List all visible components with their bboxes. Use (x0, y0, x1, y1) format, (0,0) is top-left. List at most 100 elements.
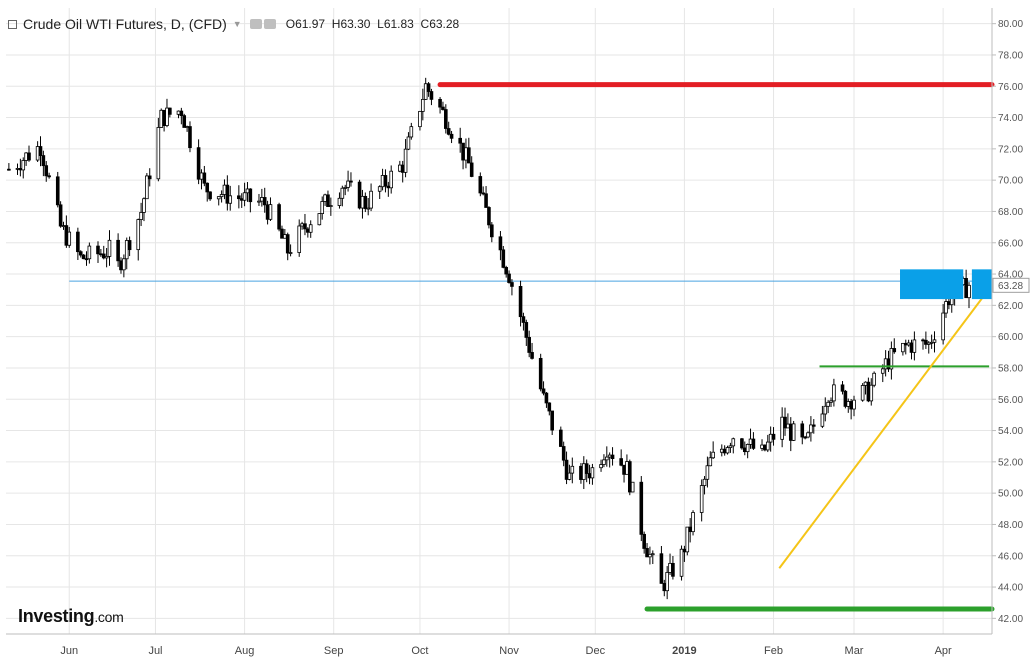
candle-body (446, 128, 451, 135)
candle-body (501, 249, 506, 268)
candle (926, 341, 931, 354)
gear-icon[interactable] (263, 19, 276, 29)
candle (921, 338, 925, 350)
candle-body (627, 461, 632, 493)
y-tick-label: 76.00 (998, 82, 1023, 93)
candle-body (685, 526, 690, 553)
dropdown-arrow-icon[interactable]: ▼ (232, 19, 242, 29)
candle (579, 463, 583, 484)
candle (559, 426, 563, 447)
candle (740, 437, 744, 450)
candle (504, 265, 508, 278)
candle-body (156, 127, 161, 180)
candle-body (544, 392, 549, 404)
candle (156, 117, 161, 182)
candle (300, 221, 304, 230)
candle-body (909, 342, 914, 353)
candle (967, 282, 971, 309)
candle-body (691, 512, 695, 533)
candle-body (722, 448, 727, 454)
candle-body (464, 147, 468, 161)
candle (682, 545, 687, 562)
candle-body (101, 253, 106, 259)
candle-body (599, 464, 603, 469)
candle (886, 350, 891, 372)
candle-body (400, 164, 405, 173)
candle (582, 456, 586, 490)
candle (142, 197, 146, 222)
candle-body (469, 162, 474, 177)
collapse-box-icon[interactable] (8, 19, 17, 29)
candle-body (823, 405, 828, 415)
candle-body (783, 416, 787, 429)
candle (61, 221, 66, 230)
candle (27, 145, 31, 162)
candle-body (967, 284, 971, 299)
candle-body (791, 423, 796, 441)
candle (15, 163, 20, 175)
x-tick-label: Jul (148, 645, 162, 657)
candle (185, 125, 189, 132)
y-tick-label: 54.00 (998, 426, 1023, 437)
candle-body (380, 175, 385, 188)
candle (570, 457, 575, 484)
candle-body (530, 352, 534, 359)
candle-body (688, 526, 692, 533)
candle (811, 419, 816, 434)
candle-body (719, 448, 724, 453)
candle (659, 546, 664, 584)
candle-body (866, 381, 871, 402)
candle-body (21, 160, 26, 171)
candle (317, 213, 322, 226)
candle-body (409, 126, 414, 138)
eye-icon[interactable] (249, 19, 262, 29)
highlight-zone (971, 269, 992, 300)
candle-body (441, 106, 445, 110)
candle-body (745, 444, 750, 453)
candle (590, 463, 595, 485)
candle (426, 82, 431, 97)
candle (380, 168, 385, 191)
candle-body (504, 266, 508, 275)
candle-body (76, 231, 80, 253)
candle (742, 441, 747, 456)
candle (260, 188, 264, 207)
candle-body (662, 583, 667, 592)
candle-body (630, 481, 635, 493)
candle-body (248, 188, 253, 203)
candle (239, 193, 244, 208)
candle-body (366, 207, 371, 210)
candle (441, 101, 445, 111)
candle (99, 248, 103, 257)
candle-body (104, 255, 109, 259)
candle (909, 339, 914, 360)
candle-body (682, 548, 687, 553)
candle (225, 175, 230, 211)
candle (406, 132, 411, 151)
candle-body (728, 445, 733, 448)
candle (803, 435, 807, 440)
low-value: 61.83 (383, 17, 414, 31)
candle (645, 543, 649, 558)
open-value: 61.97 (295, 17, 326, 31)
candle (484, 186, 488, 208)
candle-body (303, 223, 307, 230)
candle (823, 397, 828, 422)
candle-body (645, 548, 649, 558)
candle-body (182, 115, 187, 128)
candle (363, 192, 368, 213)
candle (257, 193, 261, 206)
candle (906, 339, 911, 347)
candle (306, 227, 310, 238)
y-tick-label: 70.00 (998, 176, 1023, 187)
y-tick-label: 68.00 (998, 207, 1023, 218)
candle (262, 187, 267, 213)
candle-body (283, 234, 287, 239)
candle-body (941, 312, 945, 341)
candle-body (711, 451, 715, 459)
candle-body (337, 197, 342, 206)
candle (599, 459, 603, 472)
candle (688, 518, 692, 543)
candle (518, 280, 523, 327)
